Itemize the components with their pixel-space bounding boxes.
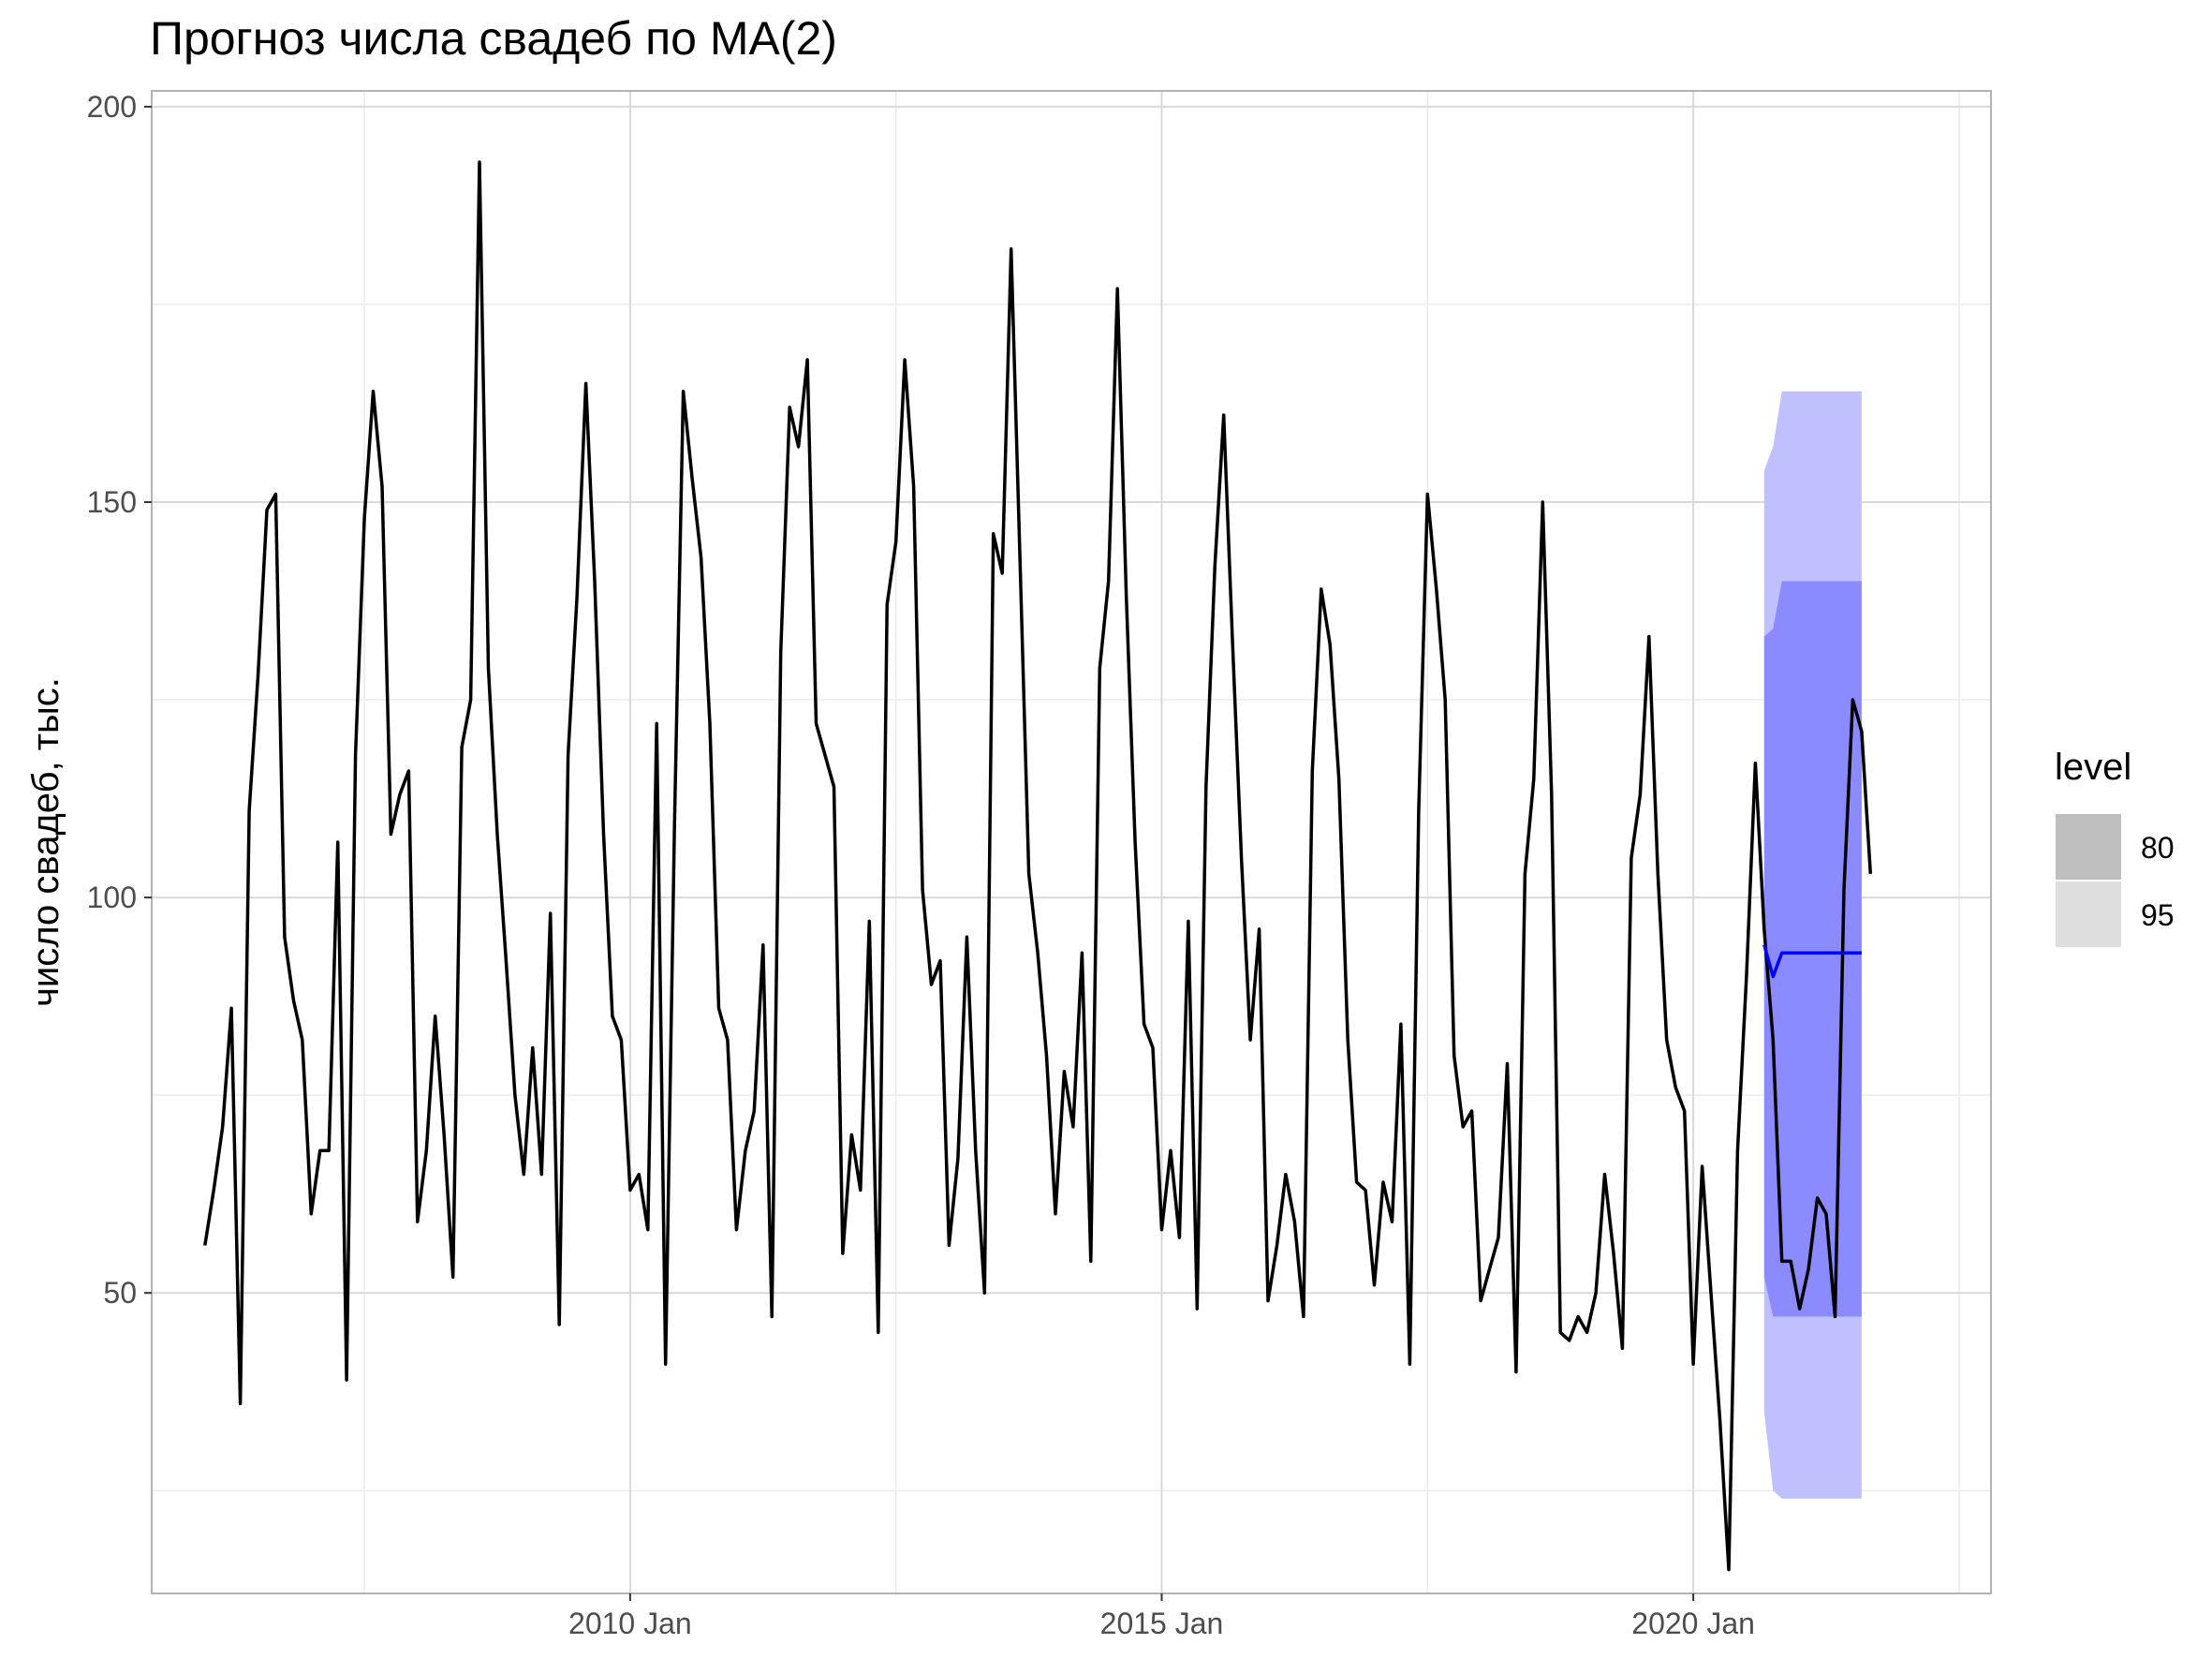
legend-title: level — [2055, 747, 2131, 788]
y-axis: 50 100 150 200 — [87, 90, 152, 1310]
y-tick-label: 150 — [87, 485, 137, 519]
chart-title: Прогноз числа свадеб по MA(2) — [150, 12, 837, 65]
x-tick-label: 2020 Jan — [1631, 1607, 1755, 1640]
legend: level 80 95 — [2054, 747, 2175, 949]
legend-label-80: 80 — [2141, 831, 2175, 865]
forecast-line — [1762, 944, 1862, 979]
panel-border — [151, 90, 1992, 1594]
grid-minor — [152, 91, 1991, 1593]
legend-key-95 — [2054, 880, 2123, 949]
series-layer — [203, 160, 1873, 1572]
x-tick-label: 2010 Jan — [568, 1607, 692, 1640]
observed-line — [203, 160, 1873, 1572]
y-tick-label: 100 — [87, 881, 137, 914]
legend-key-80 — [2054, 812, 2123, 881]
x-axis: 2010 Jan 2015 Jan 2020 Jan — [568, 1593, 1755, 1640]
y-axis-title: число свадеб, тыс. — [25, 677, 66, 1007]
y-tick-label: 200 — [87, 90, 137, 124]
x-tick-label: 2015 Jan — [1100, 1607, 1224, 1640]
y-tick-label: 50 — [103, 1276, 137, 1310]
forecast-intervals — [1763, 391, 1862, 1499]
legend-label-95: 95 — [2141, 898, 2175, 932]
grid-major — [152, 91, 1991, 1593]
